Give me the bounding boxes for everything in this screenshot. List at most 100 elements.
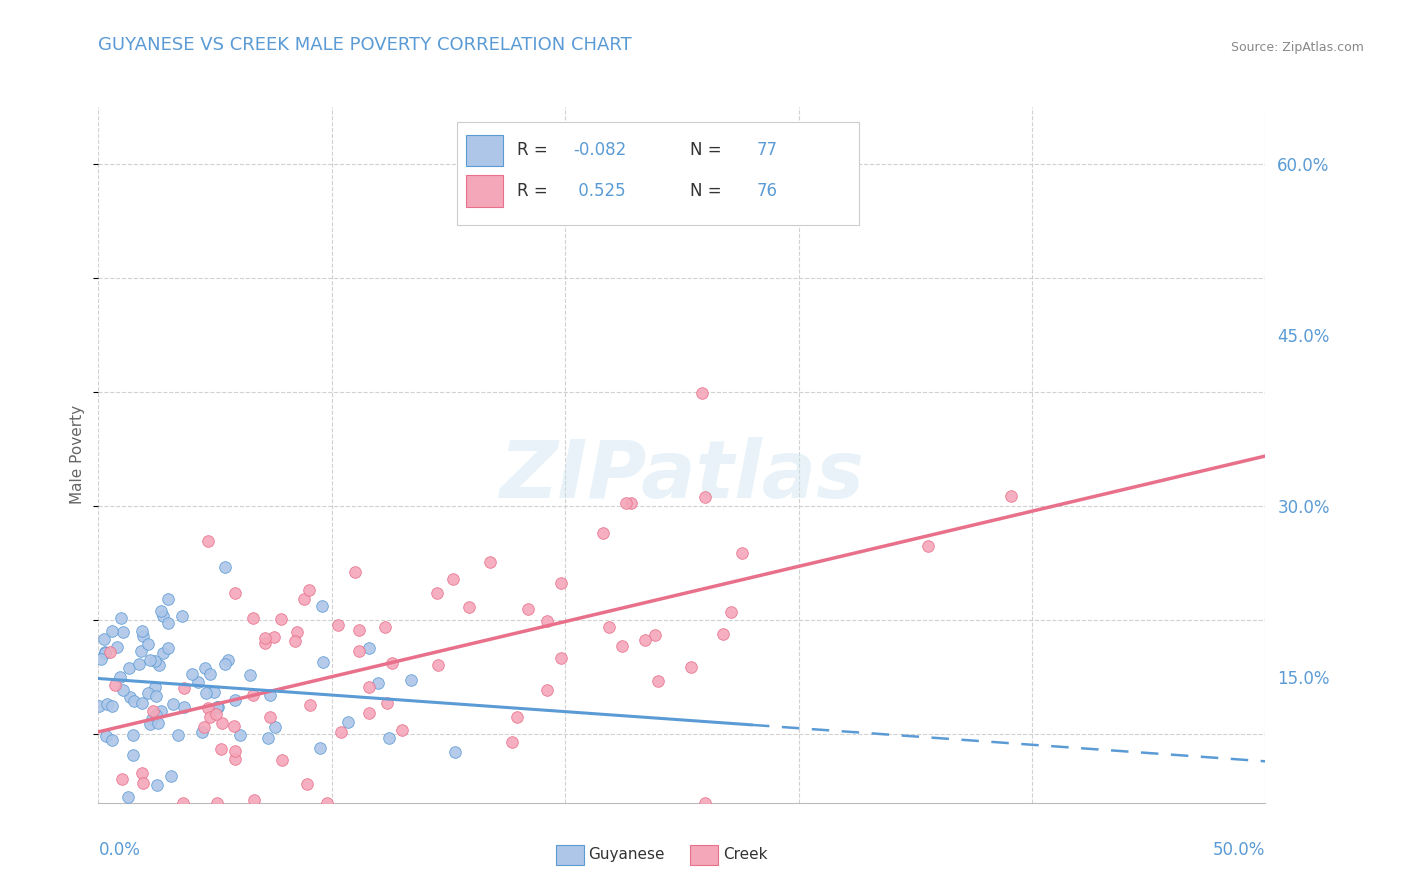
Point bbox=[316, 796, 339, 810]
Point bbox=[139, 717, 162, 731]
Point bbox=[243, 793, 266, 807]
Point bbox=[90, 652, 112, 666]
Text: GUYANESE VS CREEK MALE POVERTY CORRELATION CHART: GUYANESE VS CREEK MALE POVERTY CORRELATI… bbox=[98, 36, 633, 54]
Point bbox=[98, 645, 121, 659]
Point bbox=[156, 640, 179, 655]
Point bbox=[122, 748, 145, 763]
FancyBboxPatch shape bbox=[465, 175, 503, 207]
Point bbox=[131, 624, 153, 638]
Point bbox=[181, 666, 204, 681]
Text: ZIPatlas: ZIPatlas bbox=[499, 437, 865, 515]
Point bbox=[229, 729, 252, 743]
Point bbox=[145, 689, 167, 703]
Text: 76: 76 bbox=[756, 182, 778, 200]
Point bbox=[443, 745, 465, 759]
Point bbox=[143, 654, 166, 668]
Point bbox=[214, 657, 236, 671]
Point bbox=[205, 707, 228, 722]
Point bbox=[284, 633, 307, 648]
Point bbox=[194, 686, 217, 700]
Point bbox=[117, 790, 139, 805]
Point bbox=[224, 752, 246, 766]
Text: Source: ZipAtlas.com: Source: ZipAtlas.com bbox=[1230, 40, 1364, 54]
Point bbox=[517, 601, 540, 615]
Point bbox=[104, 678, 127, 692]
Text: 50.0%: 50.0% bbox=[1213, 841, 1265, 859]
Text: 0.525: 0.525 bbox=[574, 182, 626, 200]
Point bbox=[359, 680, 381, 694]
Point bbox=[100, 699, 122, 714]
Point bbox=[100, 732, 122, 747]
Point bbox=[190, 724, 212, 739]
Point bbox=[337, 715, 360, 730]
Point bbox=[197, 701, 219, 715]
Point bbox=[136, 686, 159, 700]
Text: 0.0%: 0.0% bbox=[98, 841, 141, 859]
Point bbox=[377, 697, 399, 711]
Point bbox=[681, 660, 703, 674]
Point bbox=[193, 661, 215, 675]
Point bbox=[132, 776, 155, 790]
Point bbox=[647, 674, 669, 689]
Point bbox=[166, 728, 188, 742]
Point bbox=[401, 673, 423, 688]
Point bbox=[131, 697, 153, 711]
Point bbox=[205, 700, 228, 714]
Point bbox=[108, 670, 131, 684]
Text: 77: 77 bbox=[756, 141, 778, 159]
Point bbox=[550, 651, 572, 665]
Point bbox=[152, 608, 174, 623]
Point bbox=[312, 655, 335, 669]
Point bbox=[138, 637, 160, 651]
Point bbox=[441, 572, 464, 586]
Point bbox=[311, 599, 333, 613]
Point bbox=[141, 712, 163, 726]
Point bbox=[128, 657, 150, 672]
Point bbox=[550, 575, 572, 590]
Text: Guyanese: Guyanese bbox=[589, 847, 665, 863]
Point bbox=[239, 668, 262, 682]
Point bbox=[198, 710, 221, 724]
Point bbox=[720, 606, 742, 620]
Point bbox=[146, 779, 169, 793]
Point bbox=[536, 614, 558, 628]
Point bbox=[285, 624, 308, 639]
Point bbox=[152, 646, 174, 660]
Point bbox=[295, 777, 318, 791]
Point bbox=[146, 716, 169, 731]
Point bbox=[620, 496, 643, 510]
Point bbox=[259, 689, 281, 703]
Point bbox=[150, 704, 173, 718]
Point bbox=[349, 624, 371, 638]
Point bbox=[224, 586, 246, 600]
Point bbox=[381, 656, 404, 670]
Point bbox=[172, 609, 194, 624]
Point bbox=[690, 385, 713, 400]
Point bbox=[378, 731, 401, 746]
Point bbox=[536, 682, 558, 697]
Point bbox=[149, 604, 172, 618]
Text: -0.082: -0.082 bbox=[574, 141, 627, 159]
Y-axis label: Male Poverty: Male Poverty bbox=[70, 405, 86, 505]
Point bbox=[344, 565, 367, 579]
Point bbox=[478, 555, 501, 569]
Point bbox=[207, 699, 229, 714]
Point bbox=[426, 585, 449, 599]
Point bbox=[131, 766, 153, 780]
Point bbox=[159, 769, 181, 783]
Point bbox=[614, 496, 637, 510]
Point bbox=[87, 698, 110, 713]
Point bbox=[112, 683, 135, 698]
Point bbox=[391, 723, 413, 738]
Point bbox=[328, 618, 350, 632]
Point bbox=[693, 490, 716, 504]
Point bbox=[193, 720, 215, 734]
Text: R =: R = bbox=[517, 182, 554, 200]
Point bbox=[917, 540, 939, 554]
Point bbox=[156, 592, 179, 607]
Point bbox=[299, 698, 322, 712]
Point bbox=[427, 657, 450, 672]
Point bbox=[156, 616, 179, 631]
FancyBboxPatch shape bbox=[690, 845, 718, 865]
Text: N =: N = bbox=[690, 182, 727, 200]
